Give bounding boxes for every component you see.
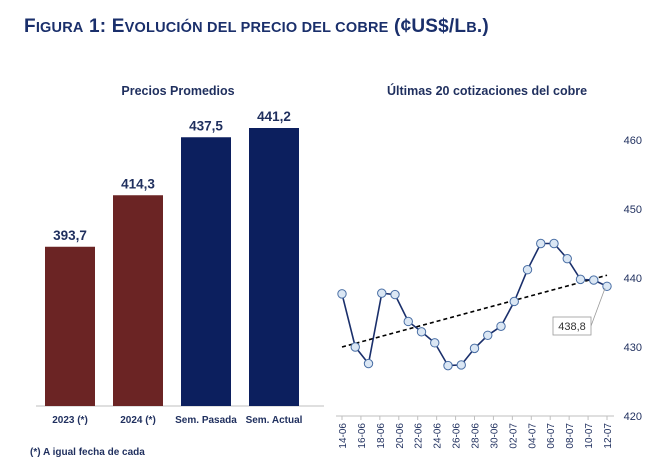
figure-title: FIGURA 1: EVOLUCIÓN DEL PRECIO DEL COBRE… [24, 16, 489, 37]
x-tick-label: 26-06 [452, 423, 463, 449]
price-point [416, 327, 427, 337]
y-tick-label: 430 [624, 342, 642, 354]
line-chart-x-ticks: 14-06 16-06 18-06 20-06 22-06 24-06 26-06 28-06… [338, 416, 614, 449]
price-point [443, 360, 453, 371]
line-chart-title: Últimas 20 cotizaciones del cobre [387, 83, 587, 98]
y-tick-label: 460 [624, 135, 642, 147]
price-point [483, 330, 493, 340]
callout-leader [590, 288, 606, 327]
price-point [602, 281, 612, 291]
x-tick-label: 22-06 [414, 423, 425, 449]
bar-value-label: 393,7 [53, 228, 87, 243]
y-tick-label: 420 [624, 411, 642, 423]
price-point [363, 358, 374, 369]
price-point [549, 238, 559, 249]
y-tick-label: 440 [624, 273, 642, 285]
bar-value-label: 414,3 [121, 176, 155, 191]
x-tick-label: 30-06 [489, 423, 500, 449]
footnote: (*) A igual fecha de cada [30, 447, 145, 458]
bar [181, 137, 231, 406]
bar [113, 195, 163, 406]
price-point [403, 316, 413, 327]
price-point [456, 360, 466, 370]
bar-category-label: 2024 (*) [120, 415, 156, 426]
x-tick-label: 20-06 [395, 423, 406, 449]
x-tick-label: 10-07 [584, 423, 595, 449]
price-point [589, 275, 599, 285]
bar-chart-title: Precios Promedios [121, 84, 234, 98]
price-point [377, 288, 387, 298]
bar-category-label: Sem. Actual [246, 415, 303, 426]
price-point [430, 338, 440, 348]
y-tick-label: 450 [624, 204, 642, 216]
bar-category-label: Sem. Pasada [175, 415, 237, 426]
bar-category-label: 2023 (*) [52, 415, 88, 426]
bar-value-label: 441,2 [257, 109, 291, 124]
bar [249, 128, 299, 406]
x-tick-label: 14-06 [338, 423, 349, 449]
last-value-callout: 438,8 [558, 321, 586, 333]
price-point [562, 253, 572, 264]
last-value-callout-box [552, 316, 592, 336]
x-tick-label: 28-06 [471, 423, 482, 449]
price-point [575, 274, 586, 285]
price-point [509, 296, 519, 307]
x-tick-label: 16-06 [357, 423, 368, 449]
price-point [390, 289, 400, 300]
x-tick-label: 08-07 [565, 423, 576, 449]
price-point [522, 265, 533, 275]
price-point [496, 321, 506, 331]
price-markers [337, 238, 612, 371]
x-tick-label: 12-07 [603, 423, 614, 449]
price-point [536, 238, 546, 249]
bar-value-label: 437,5 [189, 118, 223, 133]
price-point [337, 289, 347, 299]
x-tick-label: 24-06 [433, 423, 444, 449]
bar [45, 246, 95, 406]
trend-line [341, 274, 608, 348]
x-tick-label: 06-07 [546, 423, 557, 449]
line-chart-y-ticks: 420 430 440 450 460 [624, 135, 642, 423]
price-point [350, 342, 360, 352]
x-tick-label: 04-07 [527, 423, 538, 449]
x-tick-label: 02-07 [508, 423, 519, 449]
x-tick-label: 18-06 [376, 423, 387, 449]
price-point [469, 343, 480, 354]
bar-chart-bars: 393,7 2023 (*) 414,3 2024 (*) 437,5 Sem. Pasa… [45, 109, 303, 426]
